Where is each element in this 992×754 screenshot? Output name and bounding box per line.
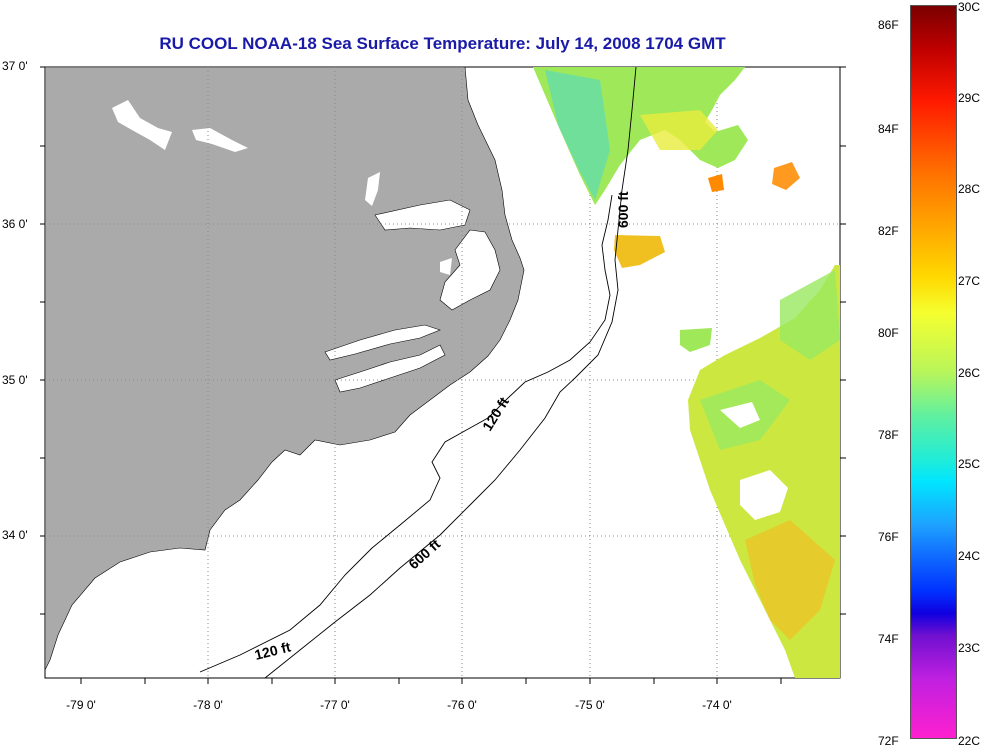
sst-patch-north-yellow	[640, 110, 718, 150]
sst-south-green-2	[780, 270, 840, 360]
temperature-colorbar	[910, 5, 957, 739]
lon-label-79: -79 0'	[66, 698, 96, 712]
colorbar-f-78: 78F	[878, 428, 899, 442]
sst-warm-spot-2	[772, 162, 800, 190]
lon-label-75: -75 0'	[575, 698, 605, 712]
colorbar-c-26: 26C	[958, 366, 981, 380]
colorbar-f-76: 76F	[878, 530, 899, 544]
lat-label-35: 35 0'	[2, 373, 28, 387]
isobaths	[199, 66, 637, 679]
lon-label-76: -76 0'	[447, 698, 477, 712]
sst-warm-spot	[708, 174, 724, 192]
colorbar-f-72: 72F	[878, 734, 899, 748]
sst-blob-1	[614, 235, 665, 268]
colorbar-f-74: 74F	[878, 632, 899, 646]
sst-south-orange	[745, 520, 835, 640]
sst-patch-north-cyan	[545, 70, 610, 200]
river-chowan	[365, 172, 380, 206]
lat-label-34: 34 0'	[2, 528, 28, 542]
colorbar-c-30: 30C	[958, 0, 981, 14]
isobath-label-b: 600 ft	[615, 191, 631, 228]
lon-label-78: -78 0'	[193, 698, 223, 712]
lon-label-74: -74 0'	[702, 698, 732, 712]
lon-label-77: -77 0'	[320, 698, 350, 712]
colorbar-f-86: 86F	[878, 18, 899, 32]
river-pamlico	[324, 324, 441, 361]
sst-blob-2	[680, 328, 712, 352]
colorbar-f-84: 84F	[878, 122, 899, 136]
colorbar-f-80: 80F	[878, 326, 899, 340]
colorbar-c-28: 28C	[958, 182, 981, 196]
sst-cloud-gap-2	[720, 402, 760, 428]
colorbar-c-27: 27C	[958, 274, 981, 288]
axis-ticks	[40, 66, 846, 684]
colorbar-c-29: 29C	[958, 91, 981, 105]
isobath-600-ft	[264, 66, 637, 679]
map-title: RU COOL NOAA-18 Sea Surface Temperature:…	[159, 34, 726, 53]
colorbar-c-25: 25C	[958, 457, 981, 471]
isobath-120-ft	[199, 194, 613, 673]
colorbar-c-22: 22C	[958, 734, 981, 748]
colorbar-c-24: 24C	[958, 549, 981, 563]
inland-lake-2	[192, 128, 248, 152]
sound-albemarle	[374, 199, 471, 231]
colorbar-c-23: 23C	[958, 641, 981, 655]
sound-pamlico	[439, 229, 501, 311]
lat-label-36: 36 0'	[2, 217, 28, 231]
graticule	[45, 67, 840, 678]
sound-edge	[440, 258, 452, 275]
sst-cloud-gap-1	[740, 470, 788, 520]
inland-lake	[112, 100, 172, 150]
colorbar-f-82: 82F	[878, 224, 899, 238]
river-neuse	[334, 344, 446, 393]
lat-label-37: 37 0'	[2, 59, 28, 73]
